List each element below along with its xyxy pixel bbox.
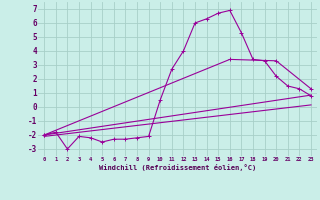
X-axis label: Windchill (Refroidissement éolien,°C): Windchill (Refroidissement éolien,°C) bbox=[99, 164, 256, 171]
